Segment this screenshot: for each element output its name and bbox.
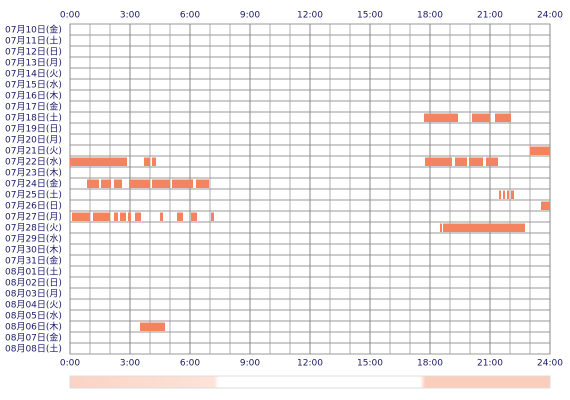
- activity-segment: [72, 212, 90, 221]
- activity-segment: [196, 179, 209, 188]
- row-label: 08月08日(土): [5, 343, 62, 355]
- x-tick-label-top: 12:00: [297, 11, 323, 21]
- row-label: 07月21日(火): [5, 146, 62, 157]
- activity-segment: [140, 322, 165, 331]
- x-tick-label-bottom: 12:00: [297, 359, 323, 369]
- x-tick-label-bottom: 21:00: [477, 359, 503, 369]
- row-label: 07月11日(土): [5, 35, 62, 47]
- activity-segment: [114, 179, 122, 188]
- activity-segment: [172, 179, 193, 188]
- row-label: 07月31日(金): [5, 255, 62, 267]
- row-label: 07月15日(水): [5, 79, 62, 91]
- row-label: 07月16日(木): [5, 90, 62, 102]
- x-tick-label-bottom: 15:00: [357, 359, 383, 369]
- activity-segment: [93, 212, 110, 221]
- row-label: 07月22日(水): [5, 156, 62, 168]
- row-label: 07月19日(日): [5, 124, 62, 135]
- activity-segment: [191, 212, 197, 221]
- activity-segment: [486, 157, 498, 166]
- activity-segment: [160, 212, 163, 221]
- x-tick-label-bottom: 18:00: [417, 359, 443, 369]
- x-tick-label-bottom: 9:00: [240, 359, 260, 369]
- row-label: 07月18日(土): [5, 112, 62, 124]
- x-tick-label-top: 3:00: [120, 11, 140, 21]
- activity-segment: [129, 179, 150, 188]
- row-label: 07月12日(日): [5, 47, 62, 58]
- activity-segment: [472, 113, 490, 122]
- row-label: 07月28日(火): [5, 223, 62, 234]
- activity-segment: [114, 212, 118, 221]
- x-tick-label-bottom: 0:00: [60, 359, 80, 369]
- activity-segment: [211, 212, 214, 221]
- activity-segment: [135, 212, 141, 221]
- row-label: 08月05日(水): [5, 310, 62, 322]
- row-label: 07月27日(月): [5, 212, 62, 223]
- x-tick-label-bottom: 3:00: [120, 359, 140, 369]
- activity-segment: [541, 201, 550, 210]
- activity-segment: [425, 157, 452, 166]
- row-label: 07月17日(金): [5, 101, 62, 113]
- row-label: 07月24日(金): [5, 178, 62, 190]
- summary-bar: [69, 375, 551, 389]
- activity-segment: [128, 212, 131, 221]
- row-label: 07月25日(土): [5, 189, 62, 201]
- x-tick-label-top: 18:00: [417, 11, 443, 21]
- x-tick-label-bottom: 6:00: [180, 359, 200, 369]
- activity-segment: [440, 223, 442, 232]
- activity-segment: [144, 157, 150, 166]
- row-label: 08月06日(木): [5, 321, 62, 333]
- activity-segment: [424, 113, 458, 122]
- row-label: 07月26日(日): [5, 201, 62, 212]
- row-label: 08月07日(金): [5, 332, 62, 344]
- activity-segment: [152, 179, 170, 188]
- row-label: 08月04日(火): [5, 300, 62, 311]
- activity-segment: [177, 212, 183, 221]
- row-label: 07月20日(月): [5, 135, 62, 146]
- row-label: 07月14日(火): [5, 69, 62, 80]
- row-label: 07月10日(金): [5, 24, 62, 36]
- activity-segment: [495, 113, 511, 122]
- activity-segment: [455, 157, 467, 166]
- row-label: 08月02日(日): [5, 278, 62, 289]
- activity-segment: [499, 190, 501, 199]
- x-tick-label-top: 21:00: [477, 11, 503, 21]
- x-tick-label-top: 24:00: [537, 11, 563, 21]
- x-tick-label-bottom: 24:00: [537, 359, 563, 369]
- row-label: 07月23日(木): [5, 167, 62, 179]
- row-label: 08月01日(土): [5, 266, 62, 278]
- row-label: 07月30日(木): [5, 244, 62, 256]
- activity-segment: [511, 190, 514, 199]
- row-label: 07月29日(水): [5, 233, 62, 245]
- activity-segment: [469, 157, 483, 166]
- x-tick-label-top: 15:00: [357, 11, 383, 21]
- activity-segment: [507, 190, 509, 199]
- row-label: 07月13日(月): [5, 58, 62, 69]
- activity-segment: [120, 212, 126, 221]
- activity-segment: [152, 157, 156, 166]
- activity-segment: [101, 179, 111, 188]
- x-tick-label-top: 6:00: [180, 11, 200, 21]
- activity-segment: [443, 223, 525, 232]
- activity-segment: [87, 179, 99, 188]
- activity-segment: [503, 190, 505, 199]
- x-tick-label-top: 9:00: [240, 11, 260, 21]
- activity-segment: [70, 157, 127, 166]
- activity-segment: [530, 146, 550, 155]
- row-label: 08月03日(月): [5, 289, 62, 300]
- x-tick-label-top: 0:00: [60, 11, 80, 21]
